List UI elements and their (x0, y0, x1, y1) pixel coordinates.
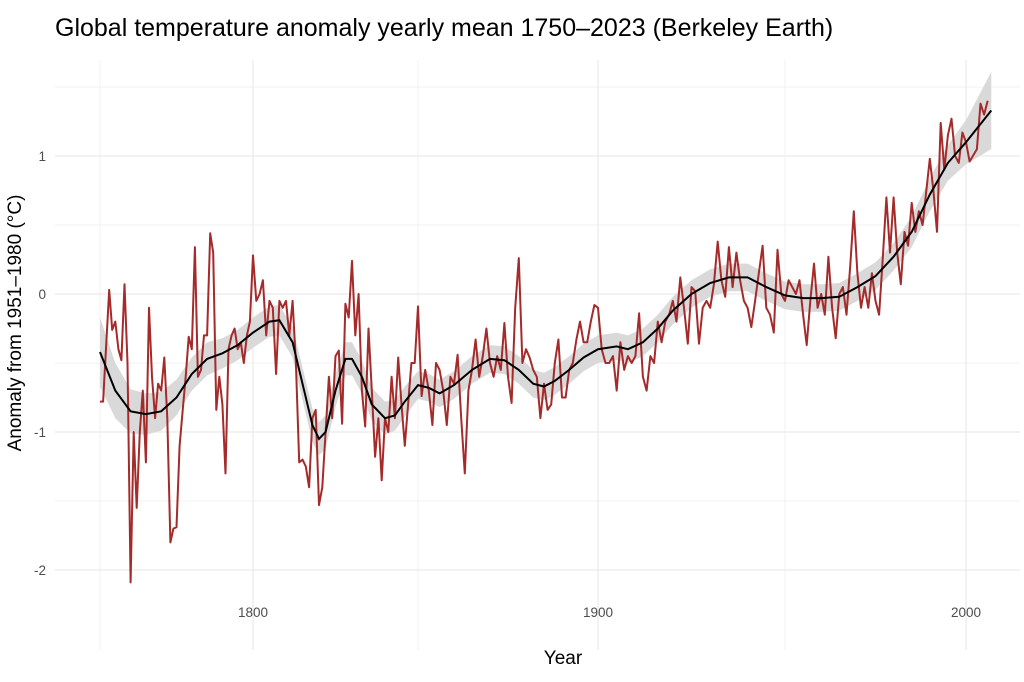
confidence-band (100, 71, 992, 456)
series-line-yearly-mean (100, 100, 989, 584)
axis-ticks: -2 -1 0 1 1800 1900 2000 (34, 149, 981, 620)
x-tick-label: 1900 (583, 605, 613, 620)
x-tick-label: 2000 (951, 605, 981, 620)
series-line-smoothed-trend (99, 109, 993, 441)
chart-title: Global temperature anomaly yearly mean 1… (55, 14, 833, 42)
y-tick-label: -1 (34, 425, 46, 440)
y-tick-label: 0 (38, 287, 46, 302)
y-tick-label: 1 (38, 149, 46, 164)
y-axis-label: Anomaly from 1951–1980 (°C) (5, 195, 26, 452)
y-tick-label: -2 (34, 563, 46, 578)
x-tick-label: 1800 (238, 605, 268, 620)
x-axis-label: Year (544, 648, 583, 669)
